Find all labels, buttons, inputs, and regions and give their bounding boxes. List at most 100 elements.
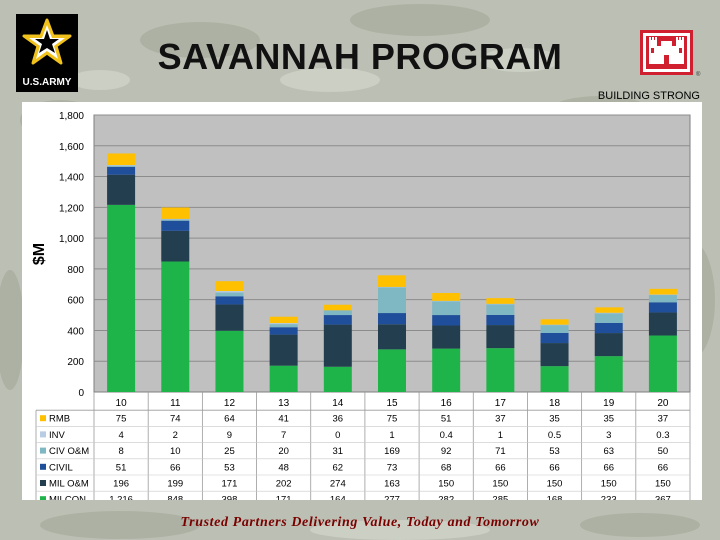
data-table-value: 36 bbox=[333, 414, 344, 425]
bar-segment bbox=[378, 349, 406, 392]
bar-segment bbox=[648, 312, 677, 336]
bar-segment bbox=[269, 327, 298, 335]
bar-segment bbox=[323, 366, 352, 392]
x-tick-label: 17 bbox=[495, 398, 507, 409]
y-tick-label: 200 bbox=[67, 357, 84, 368]
y-tick-label: 600 bbox=[67, 296, 84, 307]
data-table-value: 0.3 bbox=[656, 430, 669, 441]
registered-mark: ® bbox=[696, 72, 701, 78]
x-tick-label: 11 bbox=[170, 398, 181, 409]
army-logo: U.S.ARMY bbox=[16, 14, 78, 92]
bar-segment bbox=[269, 334, 298, 366]
data-table-value: 20 bbox=[278, 446, 289, 457]
bar-segment bbox=[107, 165, 136, 167]
bar-segment bbox=[594, 312, 623, 314]
data-table-value: 41 bbox=[278, 414, 289, 425]
army-logo-text: U.S.ARMY bbox=[22, 77, 72, 88]
y-tick-label: 1,600 bbox=[59, 142, 84, 153]
bar-segment bbox=[432, 348, 461, 392]
data-table-value: 51 bbox=[441, 414, 452, 425]
bar-segment bbox=[594, 307, 623, 313]
bar-segment bbox=[648, 302, 677, 313]
y-tick-label: 400 bbox=[67, 326, 84, 337]
data-table-value: 66 bbox=[549, 462, 560, 473]
bar-segment bbox=[323, 324, 352, 367]
data-table-value: 75 bbox=[387, 414, 398, 425]
castle-logo-icon bbox=[640, 30, 693, 75]
bar-segment bbox=[323, 304, 352, 311]
bar-segment bbox=[486, 303, 515, 315]
data-table-value: 233 bbox=[601, 495, 617, 500]
bar-segment bbox=[540, 324, 569, 333]
data-table-value: 66 bbox=[658, 462, 669, 473]
bar-segment bbox=[269, 323, 298, 325]
y-tick-label: 1,000 bbox=[59, 234, 84, 245]
bar-segment bbox=[432, 300, 461, 302]
y-tick-label: 1,800 bbox=[59, 111, 84, 122]
bar-segment bbox=[540, 324, 569, 326]
x-tick-label: 12 bbox=[224, 398, 236, 409]
bar-segment bbox=[107, 153, 136, 166]
legend-label: CIVIL bbox=[49, 462, 73, 473]
bar-segment bbox=[432, 292, 461, 301]
y-tick-label: 1,400 bbox=[59, 173, 84, 184]
data-table-value: 71 bbox=[495, 446, 506, 457]
data-table-value: 37 bbox=[495, 414, 506, 425]
bar-segment bbox=[161, 207, 190, 219]
bar-segment bbox=[486, 303, 515, 305]
footer-slogan: Trusted Partners Delivering Value, Today… bbox=[180, 515, 540, 530]
data-table-value: 25 bbox=[224, 446, 235, 457]
data-table-value: 37 bbox=[658, 414, 669, 425]
data-table-value: 35 bbox=[549, 414, 560, 425]
gridlines bbox=[94, 114, 690, 362]
legend-swatch bbox=[40, 447, 46, 454]
data-table-value: 150 bbox=[547, 479, 563, 490]
data-table-value: 150 bbox=[438, 479, 454, 490]
bar-segment bbox=[215, 292, 244, 297]
data-table-value: 150 bbox=[655, 479, 671, 490]
bar-segment bbox=[161, 261, 190, 392]
data-table-value: 171 bbox=[276, 495, 292, 500]
data-table-value: 199 bbox=[167, 479, 183, 490]
x-tick-label: 13 bbox=[278, 398, 290, 409]
bar-segment bbox=[215, 281, 244, 292]
data-table-value: 168 bbox=[547, 495, 563, 500]
bar-segment bbox=[161, 230, 190, 262]
legend-swatch bbox=[40, 480, 46, 486]
bar-segment bbox=[540, 319, 569, 325]
data-table-value: 66 bbox=[170, 462, 181, 473]
data-table-value: 1 bbox=[498, 430, 503, 441]
data-table-value: 277 bbox=[384, 495, 400, 500]
legend-swatch bbox=[40, 496, 46, 500]
data-table-value: 48 bbox=[278, 462, 289, 473]
data-table-value: 73 bbox=[387, 462, 398, 473]
data-table-value: 282 bbox=[438, 495, 454, 500]
data-table-value: 50 bbox=[658, 446, 669, 457]
bar-segment bbox=[432, 325, 461, 349]
bar-segment bbox=[378, 324, 406, 350]
bar-segment bbox=[378, 286, 406, 288]
bar-segment bbox=[323, 315, 352, 325]
y-tick-label: 1,200 bbox=[59, 203, 84, 214]
data-table-value: 9 bbox=[227, 430, 232, 441]
bar-segment bbox=[107, 165, 136, 166]
y-axis-label: $M bbox=[31, 243, 48, 265]
bar-segment bbox=[486, 325, 515, 349]
data-table-value: 163 bbox=[384, 479, 400, 490]
bar-segment bbox=[594, 333, 623, 357]
data-table-value: 0.4 bbox=[440, 430, 453, 441]
data-table-value: 2 bbox=[173, 430, 178, 441]
bar-segment bbox=[161, 220, 190, 231]
bar-segment bbox=[215, 304, 244, 331]
data-table-value: 0.5 bbox=[548, 430, 561, 441]
data-table-value: 398 bbox=[222, 495, 238, 500]
data-table-value: 63 bbox=[603, 446, 614, 457]
data-table-value: 75 bbox=[116, 414, 127, 425]
bar-segment bbox=[107, 174, 136, 205]
bar-segment bbox=[107, 166, 136, 175]
bar-segment bbox=[432, 315, 461, 326]
bar-segment bbox=[215, 291, 244, 293]
data-table-value: 7 bbox=[281, 430, 286, 441]
